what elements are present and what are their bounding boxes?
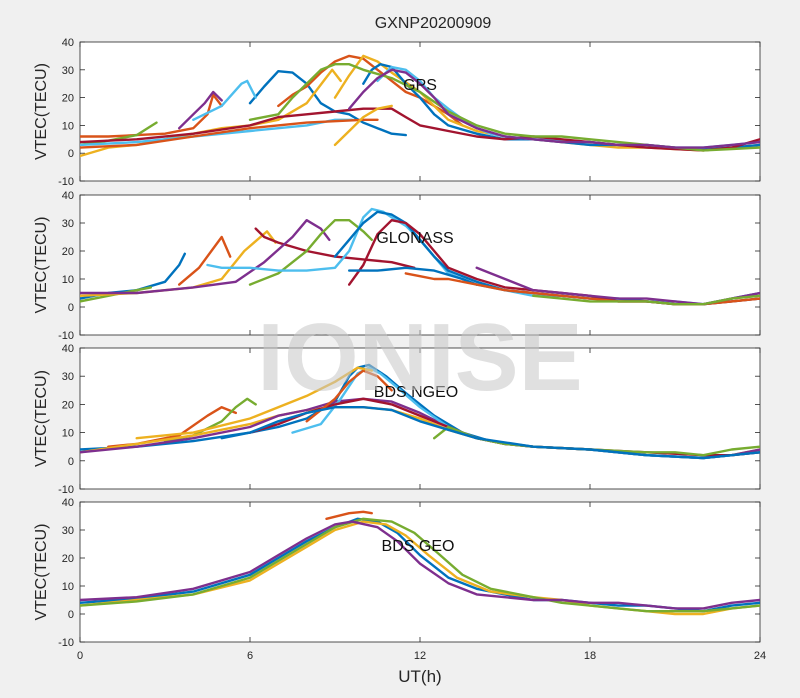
y-tick-label: -10 [58,637,74,649]
panel-label: BDS NGEO [374,384,458,401]
y-tick-label: 0 [68,148,74,160]
x-tick-label: 24 [754,650,766,662]
panel-label: BDS GEO [382,538,455,555]
series-line-11 [220,406,760,460]
y-axis-label: VTEC(TECU) [33,370,50,467]
y-tick-label: 20 [62,553,74,565]
y-tick-label: 30 [62,525,74,537]
series-line-1 [248,70,407,137]
y-tick-label: 10 [62,581,74,593]
series-line-4 [80,517,760,613]
panel-1: -10 0 10 20 30 40 VTEC(TECU) GPS [33,37,761,188]
panel-3: -10 0 10 20 30 40 VTEC(TECU) BDS NGEO [33,343,761,496]
series-line-1 [325,510,373,520]
series-line-5 [254,227,416,269]
y-tick-label: 40 [62,343,74,355]
x-tick-label: 0 [77,650,83,662]
x-tick-label: 18 [584,650,596,662]
y-tick-label: 30 [62,371,74,383]
series-line-8 [305,369,393,423]
y-tick-label: 0 [68,609,74,621]
panel-2: -10 0 10 20 30 40 VTEC(TECU) GLONASS [33,190,761,342]
series-group [80,510,760,616]
y-tick-label: -10 [58,176,74,188]
series-line-4 [192,79,257,121]
y-axis-label: VTEC(TECU) [33,217,50,314]
y-tick-label: 10 [62,274,74,286]
series-line-3 [178,235,232,286]
series-line-16 [333,104,393,147]
y-tick-label: 10 [62,120,74,132]
y-tick-label: 0 [68,302,74,314]
y-tick-label: 30 [62,65,74,77]
y-tick-label: 0 [68,456,74,468]
y-axis-label: VTEC(TECU) [33,524,50,621]
series-line-5 [80,520,760,610]
y-tick-label: 20 [62,399,74,411]
series-line-14 [80,118,354,147]
x-tick-label: 6 [247,650,253,662]
chart-title: GXNP20200909 [375,15,492,32]
series-group [80,207,760,306]
y-axis-label: VTEC(TECU) [33,63,50,160]
series-line-13 [348,68,760,149]
series-line-5 [80,121,158,147]
x-axis-label: UT(h) [398,667,441,686]
plot-area [79,194,761,336]
y-tick-label: -10 [58,484,74,496]
series-line-9 [135,366,373,440]
series-line-14 [532,294,760,306]
series-line-11 [348,266,478,286]
y-tick-label: 20 [62,93,74,105]
plot-area [79,501,761,643]
panel-label: GLONASS [376,230,453,247]
y-tick-label: 40 [62,37,74,49]
x-tick-label: 12 [414,650,426,662]
y-tick-label: 30 [62,218,74,230]
series-line-15 [80,118,379,149]
series-line-2 [80,93,223,138]
series-line-11 [80,107,760,152]
y-tick-label: -10 [58,330,74,342]
y-tick-label: 20 [62,246,74,258]
series-line-6 [80,219,331,295]
watermark-text: IONISE [257,304,582,411]
y-tick-label: 10 [62,428,74,440]
series-group [80,363,760,460]
y-tick-label: 40 [62,497,74,509]
series-line-3 [80,520,760,616]
series-group [80,54,760,158]
panel-label: GPS [403,77,437,94]
series-line-3 [178,90,223,130]
y-tick-label: 40 [62,190,74,202]
plot-area [79,41,761,182]
